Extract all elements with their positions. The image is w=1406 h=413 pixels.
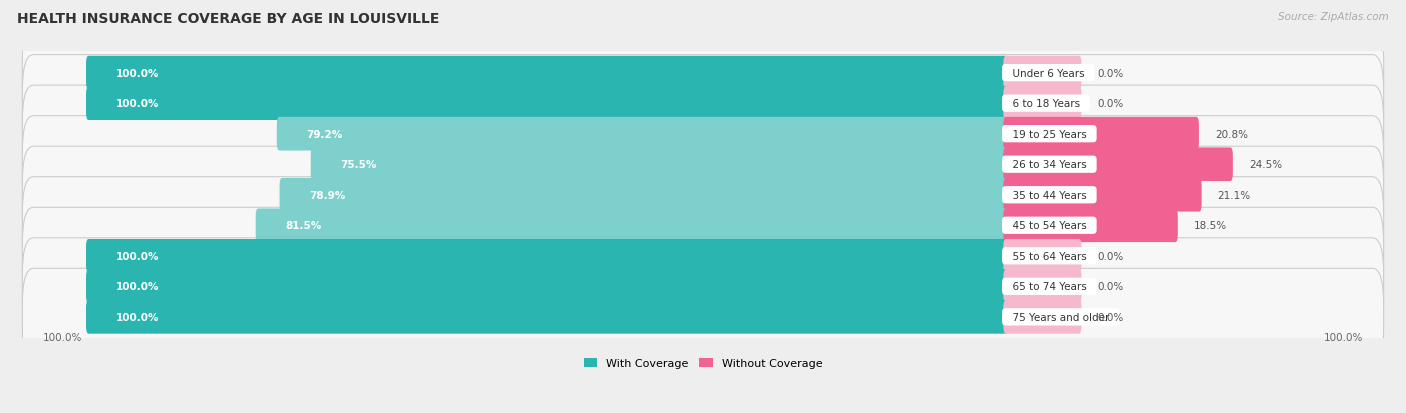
FancyBboxPatch shape xyxy=(86,57,1008,90)
FancyBboxPatch shape xyxy=(22,177,1384,274)
Text: 100.0%: 100.0% xyxy=(42,332,82,342)
Text: 18.5%: 18.5% xyxy=(1194,221,1227,231)
Text: Source: ZipAtlas.com: Source: ZipAtlas.com xyxy=(1278,12,1389,22)
FancyBboxPatch shape xyxy=(1004,300,1081,334)
Text: 78.9%: 78.9% xyxy=(309,190,346,200)
FancyBboxPatch shape xyxy=(86,240,1008,273)
FancyBboxPatch shape xyxy=(86,300,1008,334)
FancyBboxPatch shape xyxy=(1004,87,1081,121)
Text: 100.0%: 100.0% xyxy=(115,69,159,78)
Legend: With Coverage, Without Coverage: With Coverage, Without Coverage xyxy=(579,354,827,373)
Text: 81.5%: 81.5% xyxy=(285,221,322,231)
Text: 100.0%: 100.0% xyxy=(115,99,159,109)
FancyBboxPatch shape xyxy=(22,147,1384,244)
FancyBboxPatch shape xyxy=(1004,209,1178,242)
FancyBboxPatch shape xyxy=(280,178,1008,212)
Text: 100.0%: 100.0% xyxy=(115,312,159,322)
Text: Under 6 Years: Under 6 Years xyxy=(1005,69,1091,78)
FancyBboxPatch shape xyxy=(86,87,1008,121)
Text: 45 to 54 Years: 45 to 54 Years xyxy=(1005,221,1092,231)
FancyBboxPatch shape xyxy=(22,116,1384,213)
FancyBboxPatch shape xyxy=(1004,270,1081,304)
Text: 75.5%: 75.5% xyxy=(340,160,377,170)
Text: 100.0%: 100.0% xyxy=(1324,332,1364,342)
Text: 0.0%: 0.0% xyxy=(1098,99,1123,109)
Text: 79.2%: 79.2% xyxy=(307,129,343,139)
Text: 21.1%: 21.1% xyxy=(1218,190,1251,200)
FancyBboxPatch shape xyxy=(22,208,1384,305)
Text: 55 to 64 Years: 55 to 64 Years xyxy=(1005,251,1092,261)
Text: 20.8%: 20.8% xyxy=(1215,129,1249,139)
FancyBboxPatch shape xyxy=(22,55,1384,152)
FancyBboxPatch shape xyxy=(277,118,1008,151)
Text: 26 to 34 Years: 26 to 34 Years xyxy=(1005,160,1092,170)
Text: 75 Years and older: 75 Years and older xyxy=(1005,312,1115,322)
FancyBboxPatch shape xyxy=(256,209,1008,242)
Text: 65 to 74 Years: 65 to 74 Years xyxy=(1005,282,1092,292)
FancyBboxPatch shape xyxy=(1004,148,1233,182)
FancyBboxPatch shape xyxy=(86,270,1008,304)
Text: 100.0%: 100.0% xyxy=(115,282,159,292)
FancyBboxPatch shape xyxy=(22,238,1384,335)
Text: 0.0%: 0.0% xyxy=(1098,312,1123,322)
FancyBboxPatch shape xyxy=(311,148,1008,182)
FancyBboxPatch shape xyxy=(1004,57,1081,90)
FancyBboxPatch shape xyxy=(1004,118,1199,151)
FancyBboxPatch shape xyxy=(22,86,1384,183)
Text: 24.5%: 24.5% xyxy=(1249,160,1282,170)
Text: HEALTH INSURANCE COVERAGE BY AGE IN LOUISVILLE: HEALTH INSURANCE COVERAGE BY AGE IN LOUI… xyxy=(17,12,439,26)
Text: 35 to 44 Years: 35 to 44 Years xyxy=(1005,190,1092,200)
Text: 0.0%: 0.0% xyxy=(1098,282,1123,292)
Text: 0.0%: 0.0% xyxy=(1098,251,1123,261)
FancyBboxPatch shape xyxy=(1004,240,1081,273)
Text: 100.0%: 100.0% xyxy=(115,251,159,261)
FancyBboxPatch shape xyxy=(22,269,1384,366)
FancyBboxPatch shape xyxy=(22,25,1384,122)
Text: 19 to 25 Years: 19 to 25 Years xyxy=(1005,129,1092,139)
FancyBboxPatch shape xyxy=(1004,178,1202,212)
Text: 0.0%: 0.0% xyxy=(1098,69,1123,78)
Text: 6 to 18 Years: 6 to 18 Years xyxy=(1005,99,1087,109)
